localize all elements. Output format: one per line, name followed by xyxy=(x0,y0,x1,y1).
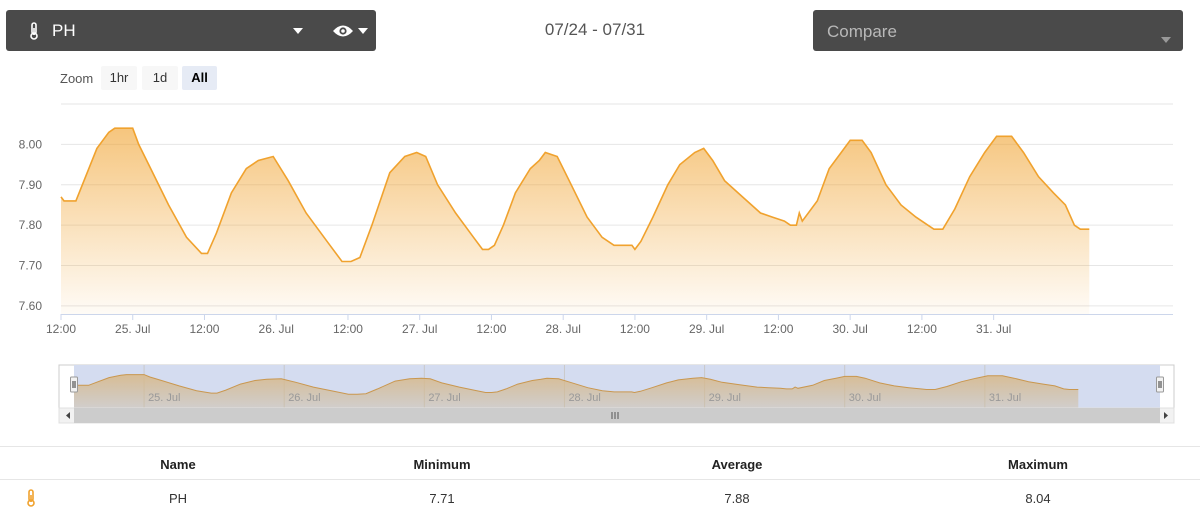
navigator-handle-right[interactable] xyxy=(1156,376,1164,393)
eye-icon[interactable] xyxy=(332,24,354,38)
x-tick-label: 28. Jul xyxy=(546,322,581,336)
row-maximum: 8.04 xyxy=(1025,491,1051,506)
scrollbar[interactable] xyxy=(58,407,1175,424)
x-tick-label: 25. Jul xyxy=(115,322,150,336)
scroll-right-icon xyxy=(1164,412,1168,419)
visibility-chevron-down-icon[interactable] xyxy=(358,28,368,34)
zoom-1d-button[interactable]: 1d xyxy=(142,66,178,90)
compare-dropdown[interactable]: Compare xyxy=(813,10,1183,51)
x-tick-label: 12:00 xyxy=(907,322,937,336)
navigator-label: 31. Jul xyxy=(989,392,1021,404)
navigator-handle-left[interactable] xyxy=(70,376,78,393)
navigator-label: 30. Jul xyxy=(849,392,881,404)
navigator-area xyxy=(74,374,1079,408)
zoom-label: Zoom xyxy=(60,71,94,86)
row-minimum: 7.71 xyxy=(429,491,455,506)
header-minimum: Minimum xyxy=(413,457,471,472)
row-name: PH xyxy=(168,491,188,506)
chevron-down-icon[interactable] xyxy=(293,28,303,34)
compare-placeholder: Compare xyxy=(827,22,897,41)
header-average: Average xyxy=(711,457,763,472)
y-tick-label: 7.90 xyxy=(19,178,43,192)
compare-chevron-down-icon xyxy=(1161,37,1171,43)
x-tick-label: 12:00 xyxy=(189,322,219,336)
date-range-text: 07/24 - 07/31 xyxy=(544,20,646,39)
zoom-all-button[interactable]: All xyxy=(182,66,217,90)
y-tick-label: 8.00 xyxy=(19,137,43,151)
thermometer-icon xyxy=(27,489,35,507)
date-range: 07/24 - 07/31 xyxy=(0,20,1190,40)
sensor-dropdown[interactable]: PH xyxy=(6,10,376,51)
x-tick-label: 31. Jul xyxy=(976,322,1011,336)
x-tick-label: 27. Jul xyxy=(402,322,437,336)
scroll-left-icon xyxy=(66,412,70,419)
x-tick-label: 12:00 xyxy=(333,322,363,336)
thermometer-icon xyxy=(30,22,38,40)
navigator-series-line xyxy=(73,374,1079,395)
ph-series-line xyxy=(60,127,1090,263)
x-tick-label: 12:00 xyxy=(46,322,76,336)
stats-table: Name Minimum Average Maximum PH 7.71 7.8… xyxy=(0,446,1200,514)
navigator-label: 28. Jul xyxy=(568,392,600,404)
x-tick-label: 26. Jul xyxy=(259,322,294,336)
navigator-label: 25. Jul xyxy=(148,392,180,404)
zoom-1hr-button[interactable]: 1hr xyxy=(101,66,137,90)
x-tick-label: 30. Jul xyxy=(832,322,867,336)
table-row: PH 7.71 7.88 8.04 xyxy=(0,481,1200,513)
toolbar: PH 07/24 - 07/31 Compare xyxy=(0,0,1200,62)
sensor-label: PH xyxy=(52,21,76,40)
row-average: 7.88 xyxy=(724,491,750,506)
stats-header-row: Name Minimum Average Maximum xyxy=(0,447,1200,480)
x-tick-label: 12:00 xyxy=(763,322,793,336)
ph-area xyxy=(61,128,1090,314)
header-maximum: Maximum xyxy=(1008,457,1068,472)
y-tick-label: 7.80 xyxy=(19,218,43,232)
ph-chart: 7.60 7.70 7.80 7.90 8.00 12:00 25. Jul 12:00 26.… xyxy=(19,103,1175,424)
y-tick-label: 7.60 xyxy=(19,299,43,313)
scrollbar-thumb xyxy=(74,408,1160,423)
x-tick-label: 29. Jul xyxy=(689,322,724,336)
x-tick-label: 12:00 xyxy=(620,322,650,336)
navigator-label: 29. Jul xyxy=(709,392,741,404)
navigator-label: 26. Jul xyxy=(288,392,320,404)
x-tick-label: 12:00 xyxy=(476,322,506,336)
y-tick-label: 7.70 xyxy=(19,259,43,273)
navigator-label: 27. Jul xyxy=(428,392,460,404)
header-name: Name xyxy=(160,457,196,472)
